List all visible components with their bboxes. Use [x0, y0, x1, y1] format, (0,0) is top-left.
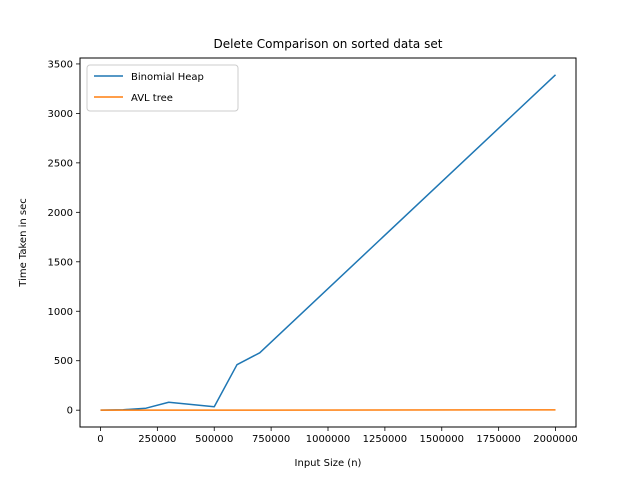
legend-box [86, 64, 239, 112]
y-tick-label: 2500 [48, 158, 73, 169]
y-tick-label: 500 [54, 356, 73, 367]
y-axis-ticks: 0 500 1000 1500 2000 2500 3000 3500 [48, 59, 80, 417]
y-tick-label: 3000 [48, 109, 73, 120]
y-tick-label: 1500 [48, 257, 73, 268]
y-tick-label: 1000 [48, 307, 73, 318]
y-axis-label: Time Taken in sec [18, 198, 29, 288]
x-axis-ticks: 0 250000 500000 750000 1000000 1250000 1500000… [97, 427, 578, 445]
x-tick-label: 1000000 [306, 434, 351, 445]
x-axis-label: Input Size (n) [295, 458, 362, 469]
y-tick-label: 2000 [48, 208, 73, 219]
x-tick-label: 1250000 [363, 434, 408, 445]
x-tick-label: 1500000 [419, 434, 464, 445]
x-tick-label: 500000 [195, 434, 233, 445]
y-tick-label: 3500 [48, 59, 73, 70]
y-tick-label: 0 [67, 406, 73, 417]
series-layer [100, 74, 557, 411]
x-tick-label: 1750000 [476, 434, 521, 445]
legend: Binomial Heap AVL tree [86, 64, 239, 112]
x-tick-label: 250000 [138, 434, 176, 445]
x-tick-label: 2000000 [533, 434, 578, 445]
legend-label-binomial-heap: Binomial Heap [131, 72, 204, 83]
x-tick-label: 0 [97, 434, 103, 445]
chart-title: Delete Comparison on sorted data set [214, 37, 443, 51]
x-tick-label: 750000 [252, 434, 290, 445]
legend-label-avl-tree: AVL tree [131, 93, 173, 104]
